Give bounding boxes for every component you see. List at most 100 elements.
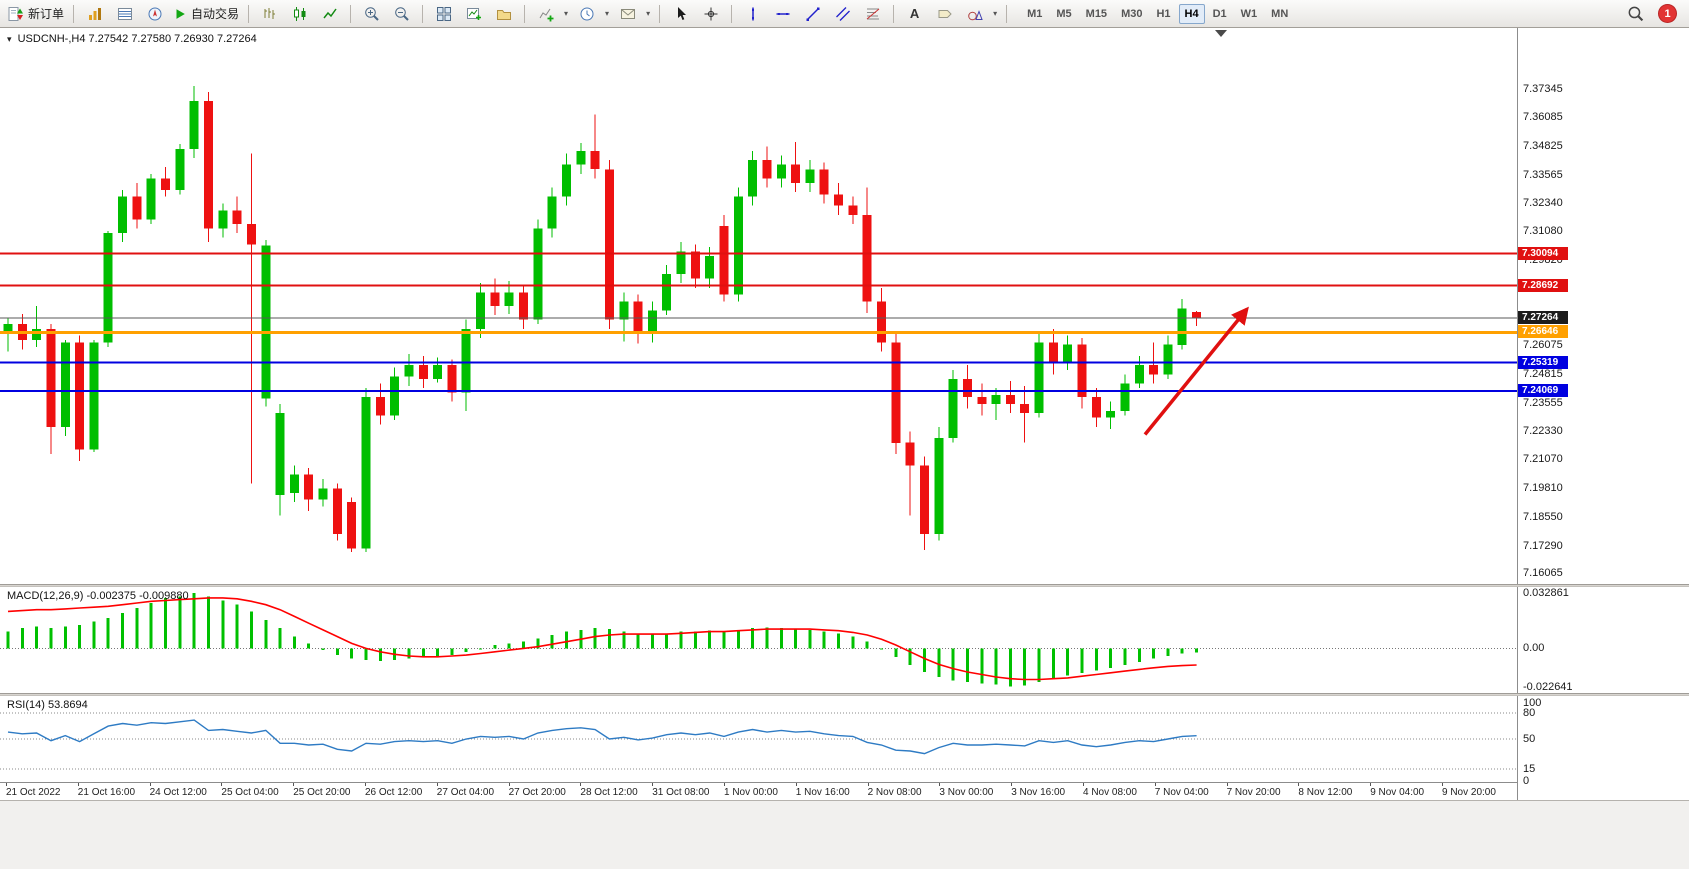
crosshair-button[interactable]: [696, 2, 725, 26]
main-chart-panel[interactable]: ▾ USDCNH-,H4 7.27542 7.27580 7.26930 7.2…: [0, 28, 1517, 584]
candle-body: [719, 226, 729, 295]
symbol-dropdown-icon[interactable]: ▾: [7, 34, 12, 44]
cursor-button[interactable]: [666, 2, 695, 26]
timeframe-button-M15[interactable]: M15: [1085, 7, 1108, 20]
candle-body: [132, 196, 142, 220]
horizontal-line-icon: [776, 12, 790, 15]
candle-body: [504, 292, 514, 306]
label-tool-button[interactable]: [930, 2, 959, 26]
candle-body: [1149, 365, 1159, 375]
candle-body: [547, 196, 557, 229]
chart-symbol: USDCNH-,H4: [17, 33, 86, 45]
bar-chart-button[interactable]: [255, 2, 284, 26]
candle-body: [647, 310, 657, 334]
rsi-canvas-svg[interactable]: [0, 696, 1517, 782]
chevron-down-icon[interactable]: ▾: [646, 9, 651, 18]
macd-panel[interactable]: MACD(12,26,9) -0.002375 -0.009880: [0, 587, 1517, 693]
chevron-down-icon[interactable]: ▾: [564, 9, 569, 18]
navigator-button[interactable]: [140, 2, 169, 26]
tile-windows-icon: [436, 6, 451, 21]
candle-body: [390, 376, 400, 416]
search-button[interactable]: [1621, 2, 1650, 26]
timeframe-button-M5[interactable]: M5: [1056, 7, 1072, 20]
candle-body: [218, 210, 228, 229]
candle-body: [676, 251, 686, 275]
candle-body: [332, 488, 342, 534]
candlestick-chart-button[interactable]: [285, 2, 314, 26]
fibonacci-button[interactable]: [858, 2, 887, 26]
timeframe-button-MN[interactable]: MN: [1271, 7, 1289, 20]
macd-canvas-svg[interactable]: [0, 587, 1517, 693]
toolbar-separator: [73, 4, 75, 23]
chevron-down-icon[interactable]: ▾: [993, 9, 998, 18]
channel-button[interactable]: [828, 2, 857, 26]
timeframe-button-H4[interactable]: H4: [1178, 3, 1205, 24]
line-chart-button[interactable]: [315, 2, 344, 26]
market-watch-button[interactable]: [80, 2, 109, 26]
macd-histogram: [6, 593, 1199, 687]
price-tick-label: 7.23555: [1523, 396, 1563, 409]
periods-button[interactable]: [572, 2, 601, 26]
time-axis-label: 1 Nov 16:00: [795, 787, 850, 798]
notification-badge[interactable]: 1: [1659, 5, 1676, 22]
candle-body: [1192, 311, 1202, 319]
candle-body: [204, 100, 213, 229]
time-tick: [1298, 783, 1300, 786]
candle-body: [562, 164, 571, 197]
main-chart-canvas[interactable]: [0, 28, 1517, 584]
price-tick-label: 7.21070: [1523, 453, 1563, 466]
zoom-in-button[interactable]: [357, 2, 386, 26]
line-chart-icon: [322, 8, 337, 18]
price-tick-label: 7.17290: [1523, 539, 1563, 552]
new-order-button[interactable]: 新订单: [5, 2, 67, 26]
zoom-out-button[interactable]: [387, 2, 416, 26]
rsi-panel[interactable]: RSI(14) 53.8694: [0, 696, 1517, 782]
candle-body: [318, 488, 328, 500]
time-tick: [1226, 783, 1228, 786]
candle-body: [805, 169, 815, 183]
candle-body: [404, 365, 414, 377]
tile-windows-button[interactable]: [429, 2, 458, 26]
main-chart-area[interactable]: [0, 28, 1517, 584]
panel-splitter[interactable]: [0, 584, 1689, 587]
timeframe-button-M1[interactable]: M1: [1027, 7, 1043, 20]
profiles-button[interactable]: [489, 2, 518, 26]
shapes-button[interactable]: [960, 2, 989, 26]
candle-body: [834, 194, 844, 206]
templates-button[interactable]: [613, 2, 642, 26]
toolbar: 新订单: [0, 0, 1689, 28]
trend-arrow[interactable]: [1143, 306, 1249, 436]
timeframe-button-D1[interactable]: D1: [1212, 7, 1227, 20]
time-tick: [1083, 783, 1084, 786]
data-window-button[interactable]: [110, 2, 139, 26]
timeframe-button-W1[interactable]: W1: [1240, 7, 1258, 20]
market-watch-icon: [88, 7, 101, 20]
indicators-button[interactable]: [531, 2, 560, 26]
time-tick: [867, 783, 869, 786]
candle-body: [920, 465, 929, 534]
panel-splitter[interactable]: [0, 693, 1689, 696]
rsi-chart-area[interactable]: [0, 696, 1517, 782]
timeframe-button-M30[interactable]: M30: [1121, 7, 1143, 20]
trendline-button[interactable]: [798, 2, 827, 26]
timeframe-button-H1[interactable]: H1: [1156, 7, 1171, 20]
zoom-out-icon: [394, 6, 409, 21]
vertical-line-button[interactable]: [738, 2, 767, 26]
new-chart-button[interactable]: [459, 2, 488, 26]
chart-shift-marker[interactable]: [1215, 30, 1227, 37]
candle-body: [1048, 342, 1058, 363]
crosshair-icon: [704, 7, 718, 20]
macd-chart-area[interactable]: [0, 587, 1517, 693]
horizontal-line-button[interactable]: [768, 2, 797, 26]
bottom-filler: [0, 800, 1689, 869]
price-axis[interactable]: 7.37345 7.36085 7.34825 7.33565 7.32340 7.310…: [1517, 28, 1689, 800]
time-tick: [293, 783, 295, 786]
autotrading-label: 自动交易: [191, 7, 240, 21]
candle-body: [347, 502, 357, 549]
rsi-axis-label: 80: [1523, 707, 1536, 720]
time-axis-label: 25 Oct 20:00: [293, 787, 351, 798]
time-axis[interactable]: 21 Oct 2022 21 Oct 16:00 24 Oct 12:00 25 Oc…: [0, 782, 1517, 800]
autotrading-button[interactable]: 自动交易: [170, 2, 242, 26]
text-tool-button[interactable]: A: [900, 2, 929, 26]
chevron-down-icon[interactable]: ▾: [605, 9, 610, 18]
